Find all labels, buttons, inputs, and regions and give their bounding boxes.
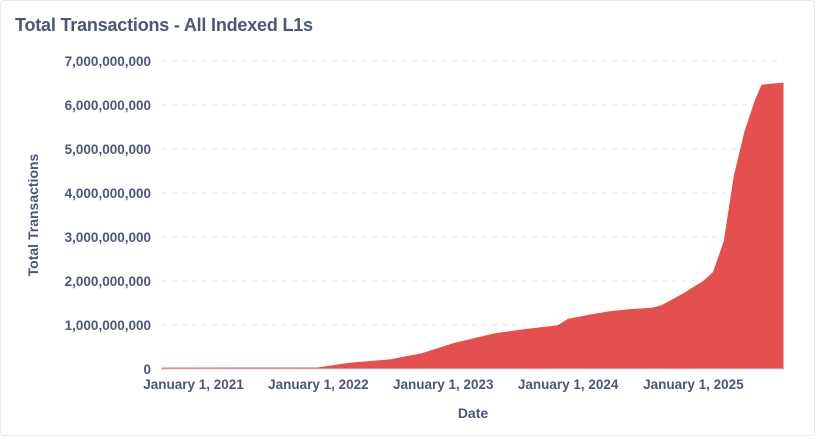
y-tick-label: 1,000,000,000 bbox=[65, 318, 151, 333]
x-tick-label: January 1, 2022 bbox=[268, 377, 369, 392]
x-tick-label: January 1, 2024 bbox=[518, 377, 619, 392]
y-tick-label: 5,000,000,000 bbox=[65, 142, 151, 157]
x-axis-label: Date bbox=[458, 405, 489, 421]
y-tick-label: 2,000,000,000 bbox=[65, 274, 151, 289]
x-tick-label: January 1, 2021 bbox=[143, 377, 244, 392]
y-tick-label: 6,000,000,000 bbox=[65, 98, 151, 113]
y-tick-label: 4,000,000,000 bbox=[65, 186, 151, 201]
series-area bbox=[161, 82, 784, 370]
y-tick-label: 3,000,000,000 bbox=[65, 230, 151, 245]
x-tick-label: January 1, 2023 bbox=[393, 377, 494, 392]
chart-title: Total Transactions - All Indexed L1s bbox=[15, 15, 313, 35]
y-tick-label: 0 bbox=[143, 362, 151, 377]
y-axis-label: Total Transactions bbox=[25, 153, 41, 276]
y-tick-label: 7,000,000,000 bbox=[65, 54, 151, 69]
x-tick-label: January 1, 2025 bbox=[643, 377, 744, 392]
